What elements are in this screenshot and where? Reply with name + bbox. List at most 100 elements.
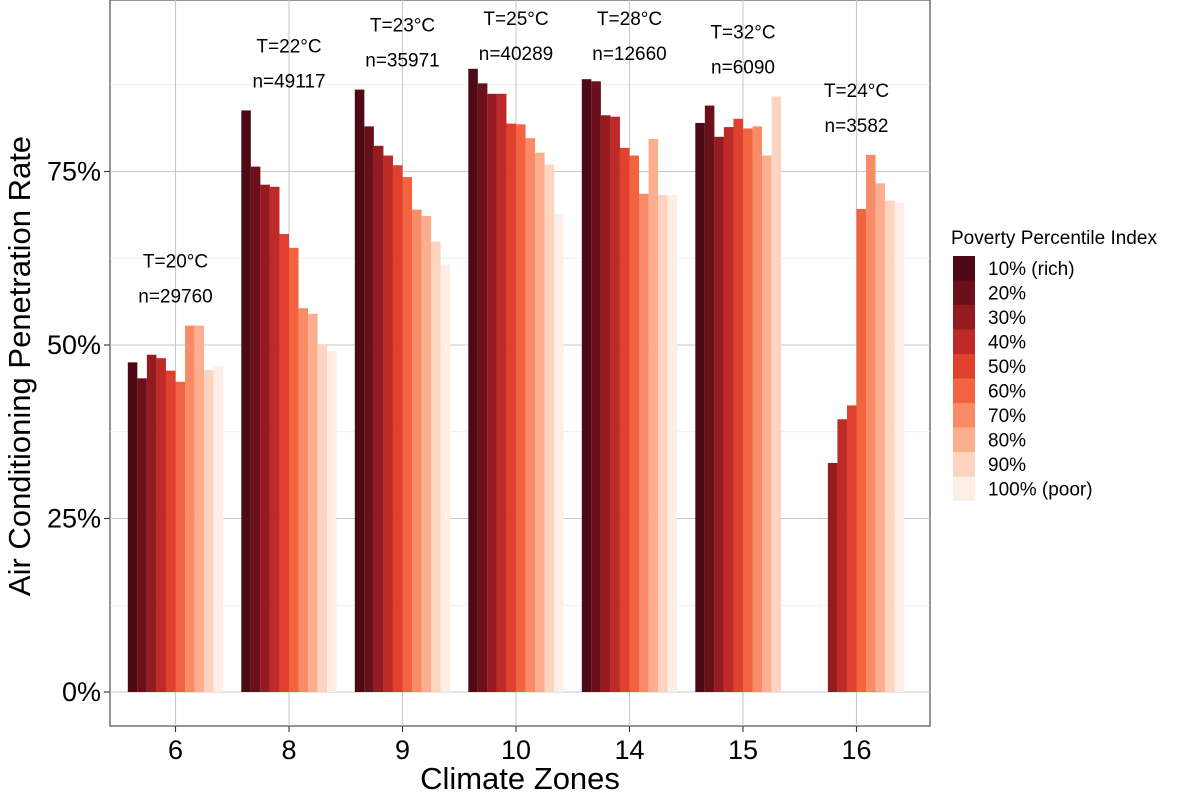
legend-swatch [953,452,975,477]
bar-zone-15-60 [743,128,753,693]
bar-zone-6-70 [185,325,195,692]
bar-zone-9-20 [364,126,374,692]
bar-zone-6-30 [146,354,157,692]
annotation-n: n=3582 [825,116,889,137]
bar-zone-14-40 [610,116,620,693]
x-tick-label: 8 [281,735,296,765]
bar-zone-10-10-rich [468,68,478,693]
legend-label: 100% (poor) [988,480,1093,501]
legend-swatch [953,354,975,379]
legend-swatch [953,378,975,403]
annotations: T=20°C n=29760 T=22°C n=49117 T=23°C n=35971 T… [138,9,889,308]
bar-zone-10-40 [496,93,507,692]
bar-zone-10-50 [506,123,516,693]
legend-label: 80% [988,431,1026,452]
bar-zone-8-60 [289,247,299,692]
legend-swatch [953,256,975,281]
annotation-temp: T=25°C [483,9,548,30]
bar-zone-16-60 [856,208,867,693]
legend-swatch [953,427,975,452]
bar-zone-9-10-rich [354,89,365,693]
bar-zone-6-90 [204,369,214,692]
legend-swatch [953,329,975,354]
legend-label: 90% [988,455,1026,476]
bar-zone-8-50 [279,233,289,692]
bar-zone-9-70 [412,209,422,693]
bar-zone-15-40 [723,127,734,692]
annotation-temp: T=32°C [710,23,775,44]
bar-zone-14-10-rich [581,79,592,692]
x-tick-label: 16 [841,735,871,765]
x-tick-label: 9 [395,735,410,765]
annotation-n: n=35971 [365,51,440,72]
bar-zone-9-40 [383,155,393,693]
bar-zone-9-60 [402,177,413,693]
legend-label: 30% [988,308,1026,329]
x-tick-label: 10 [501,735,531,765]
legend-label: 70% [988,406,1026,427]
bar-zone-8-80 [308,313,318,692]
bar-zone-8-70 [298,308,309,692]
bar-zone-16-40 [837,419,847,692]
bar-zone-14-20 [591,81,601,692]
legend-label: 50% [988,357,1026,378]
bar-zone-16-30 [827,462,838,692]
legend: Poverty Percentile Index 10% (rich) 20% 30… [951,228,1157,501]
bar-zone-10-90 [544,164,555,692]
annotation-temp: T=24°C [824,81,889,102]
annotation-n: n=12660 [592,44,667,65]
bar-zone-14-50 [619,147,630,692]
x-tick-label: 15 [728,735,758,765]
bar-zone-10-30 [487,93,497,692]
bars [127,68,905,693]
bar-zone-8-100-poor [327,351,337,692]
bar-zone-10-20 [477,83,488,693]
bar-zone-9-100-poor [440,264,451,692]
bar-zone-14-30 [600,115,611,693]
x-tick-label: 6 [168,735,183,765]
bar-zone-8-20 [250,166,261,692]
bar-zone-9-80 [421,215,432,693]
bar-zone-6-80 [194,325,205,692]
bar-zone-15-80 [762,155,772,693]
legend-swatch [953,305,975,330]
bar-zone-9-30 [373,145,384,692]
legend-label: 20% [988,284,1026,305]
bar-zone-6-20 [137,378,147,692]
legend-label: 60% [988,382,1026,403]
bar-zone-6-40 [156,358,166,692]
bar-zone-16-100-poor [894,202,905,693]
x-axis-title: Climate Zones [420,761,620,792]
bar-zone-6-100-poor [213,366,224,692]
bar-zone-9-50 [392,165,403,692]
bar-zone-15-20 [704,105,715,692]
bar-zone-8-10-rich [241,110,251,693]
x-axis: 6 8 9 10 14 15 16 [168,726,872,765]
y-axis-title: Air Conditioning Penetration Rate [2,136,37,596]
annotation-temp: T=28°C [597,9,662,30]
y-tick-label: 50% [47,330,101,360]
bar-zone-16-90 [885,200,895,692]
annotation-temp: T=23°C [370,16,435,37]
bar-zone-16-50 [846,405,857,692]
annotation-temp: T=20°C [143,252,208,273]
y-tick-label: 25% [47,504,101,534]
legend-label: 40% [988,333,1026,354]
legend-swatch [953,476,975,501]
legend-swatch [953,403,975,428]
bar-zone-16-80 [875,183,886,693]
bar-zone-10-60 [516,124,526,692]
y-tick-label: 0% [62,677,101,707]
bar-zone-14-70 [639,193,649,692]
annotation-n: n=49117 [252,71,325,92]
bar-zone-14-100-poor [667,195,678,692]
y-axis: 0% 25% 50% 75% [47,157,110,707]
bar-zone-14-60 [629,155,640,693]
bar-zone-6-10-rich [127,362,138,692]
legend-swatch [953,280,975,305]
bar-zone-15-10-rich [695,122,705,693]
annotation-n: n=6090 [711,58,775,79]
bar-zone-14-90 [658,195,668,692]
bar-zone-15-70 [752,126,763,692]
